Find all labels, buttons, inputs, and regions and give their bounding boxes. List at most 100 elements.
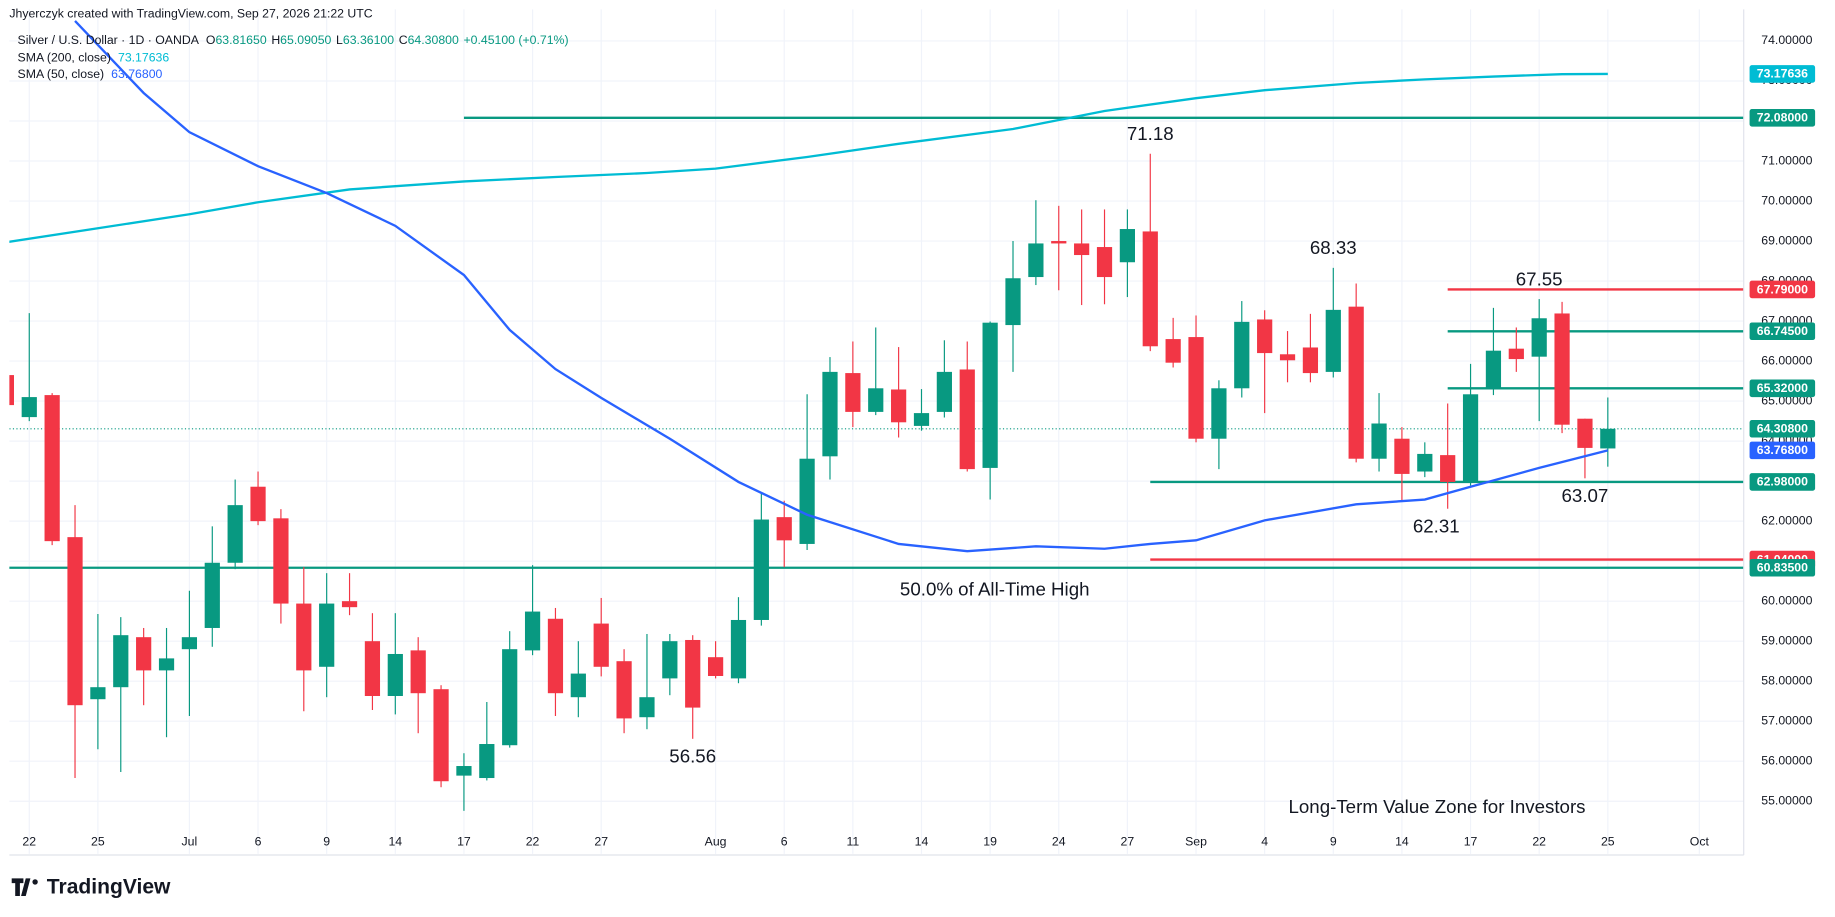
x-tick-label: 22 <box>22 834 36 848</box>
level-badge-box <box>1749 322 1816 341</box>
y-tick-label: 60.00000 <box>1761 593 1812 607</box>
x-tick-label: Sep <box>1185 834 1207 848</box>
quote-value: 65.09050 <box>280 33 331 47</box>
level-badge: 72.08000 <box>1757 111 1808 125</box>
candle-body <box>1165 339 1181 363</box>
x-tick-label: 25 <box>1601 834 1615 848</box>
candle-body <box>1234 321 1250 389</box>
candle-body <box>1279 354 1296 361</box>
quote-value: 64.30800 <box>408 33 459 47</box>
x-tick-label: 6 <box>781 834 788 848</box>
x-tick-label: Jul <box>182 834 198 848</box>
candle-body <box>433 689 449 782</box>
y-tick-label: 69.00000 <box>1761 233 1812 247</box>
candle-body <box>639 697 655 718</box>
y-tick-label: 58.00000 <box>1761 673 1812 687</box>
quote-key: H <box>271 33 280 47</box>
candle-body <box>1302 347 1319 374</box>
candle-body <box>1257 319 1273 354</box>
y-tick-label: 57.00000 <box>1761 713 1812 727</box>
sma-line <box>74 20 1609 553</box>
indicator-name: SMA (200, close) <box>18 51 111 65</box>
candle-body <box>776 517 792 541</box>
candle-body <box>1096 247 1113 278</box>
sma-badge: 73.17636 <box>1757 67 1808 81</box>
candle-body <box>1508 348 1524 360</box>
symbol: Silver / U.S. Dollar · 1D · OANDA <box>18 33 200 47</box>
sma-badge-box <box>1749 441 1816 460</box>
quote-key: C <box>399 33 408 47</box>
annotation: Long-Term Value Zone for Investors <box>1288 796 1585 817</box>
candle-body <box>410 650 426 694</box>
candle-body <box>1119 229 1136 263</box>
candle-body <box>364 641 381 696</box>
candle-body <box>1485 350 1502 390</box>
level-badge-box <box>1749 558 1816 577</box>
x-tick-label: 14 <box>388 834 402 848</box>
candle-body <box>90 687 106 700</box>
candle-body <box>387 653 403 696</box>
logo-mark <box>11 878 31 896</box>
candle-body <box>113 635 129 688</box>
y-tick-label: 62.00000 <box>1761 513 1812 527</box>
candle-body <box>1325 309 1341 372</box>
candle-body <box>158 658 175 671</box>
sma-badge: 63.76800 <box>1757 443 1808 457</box>
candle-body <box>1051 241 1067 244</box>
sma-badge-box <box>1749 65 1816 83</box>
candle-body <box>730 619 747 679</box>
quote-key: L <box>336 33 343 47</box>
y-tick-label: 70.00000 <box>1761 193 1812 207</box>
candle-body <box>524 611 541 651</box>
candle-body <box>982 322 998 468</box>
x-tick-label: 9 <box>1330 834 1337 848</box>
candle-body <box>707 657 724 676</box>
candle-body <box>1074 243 1090 256</box>
candle-body <box>662 641 678 679</box>
price-annotation: 68.33 <box>1310 237 1357 258</box>
candle-body <box>1531 318 1547 357</box>
quote-value: 63.81650 <box>215 33 266 47</box>
candle-body <box>1600 428 1616 449</box>
quote-change: +0.45100 (+0.71%) <box>463 33 568 47</box>
x-tick-label: 22 <box>1532 834 1546 848</box>
candle-body <box>1462 394 1479 482</box>
candle-body <box>1371 423 1387 459</box>
x-tick-label: Oct <box>1690 834 1710 848</box>
candle-body <box>616 661 632 719</box>
candle-body <box>868 388 884 412</box>
candle-body <box>1188 337 1204 439</box>
candle-body <box>1417 453 1433 472</box>
y-tick-label: 55.00000 <box>1761 793 1812 807</box>
candle-body <box>936 371 952 412</box>
candle-body <box>1440 455 1456 482</box>
logo-dot <box>32 879 38 885</box>
candle-body <box>44 395 60 542</box>
candle-body <box>273 518 289 604</box>
price-annotation: 67.55 <box>1516 268 1563 289</box>
brand: TradingView <box>47 875 171 898</box>
y-tick-label: 74.00000 <box>1761 33 1812 47</box>
level-badge-box <box>1749 473 1816 491</box>
last-price-badge-box <box>1749 420 1816 438</box>
candle-body <box>341 601 358 608</box>
y-tick-label: 59.00000 <box>1761 633 1812 647</box>
symbol-legend: Silver / U.S. Dollar · 1D · OANDA O63.816… <box>18 33 569 47</box>
candle-body <box>753 519 769 620</box>
candle-body <box>570 673 586 698</box>
axes: 55.00000 56.00000 57.00000 58.00000 59.00000… <box>22 33 1816 848</box>
x-tick-label: 19 <box>983 834 997 848</box>
candle-body <box>456 766 472 776</box>
candle-body <box>9 375 14 406</box>
candle-body <box>136 637 152 671</box>
quote-key: O <box>206 33 216 47</box>
candle-body <box>204 562 220 628</box>
candle-body <box>1142 231 1158 347</box>
sma-line <box>9 72 1608 243</box>
annotation: 50.0% of All-Time High <box>900 579 1090 600</box>
candle-body <box>1394 438 1410 474</box>
level-badge: 62.98000 <box>1757 475 1808 489</box>
